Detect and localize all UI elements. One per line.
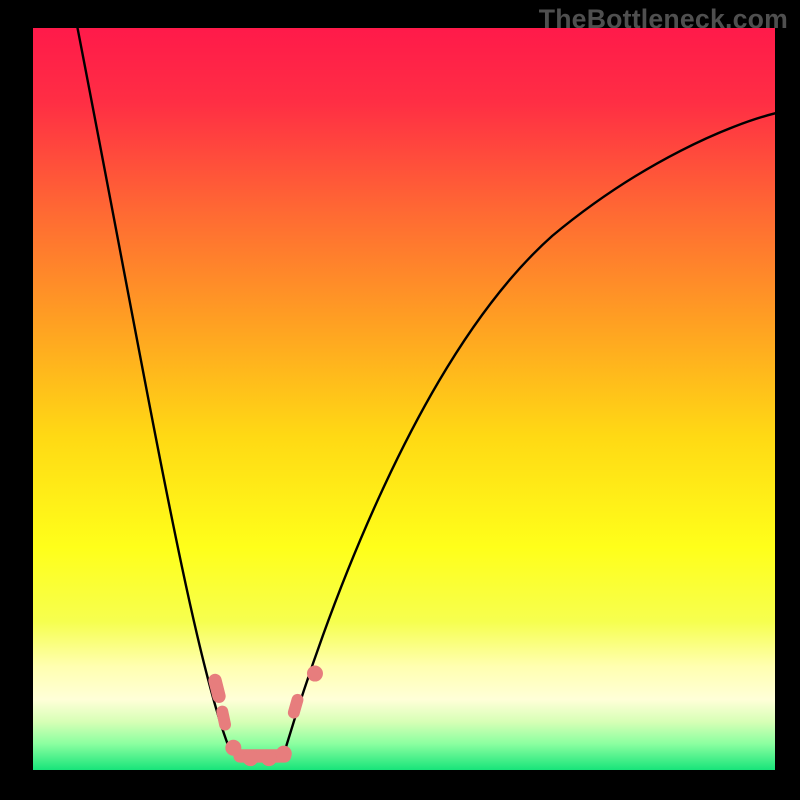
- marker-dot: [276, 746, 292, 762]
- frame: TheBottleneck.com: [0, 0, 800, 800]
- marker-dot: [242, 750, 258, 766]
- chart-background: [33, 28, 775, 770]
- marker-dot: [261, 750, 277, 766]
- chart-plot-area: [33, 28, 775, 770]
- chart-svg: [33, 28, 775, 770]
- marker-dot: [307, 666, 323, 682]
- marker-dot: [225, 740, 241, 756]
